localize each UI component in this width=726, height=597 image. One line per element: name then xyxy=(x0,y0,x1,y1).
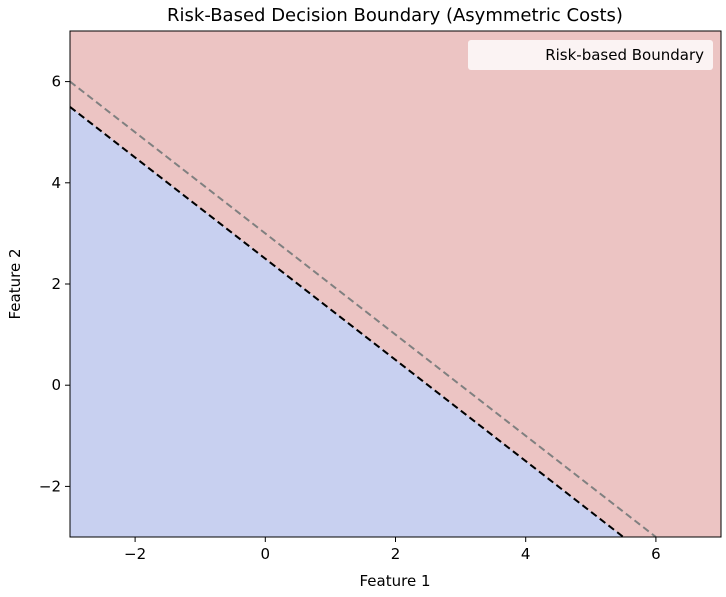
series-line-risk-boundary xyxy=(69,106,624,538)
ticks: −2 0 2 4 6 −2 0 2 4 6 xyxy=(39,73,661,563)
y-axis-label: Feature 2 xyxy=(6,249,24,320)
x-tick-label: 2 xyxy=(391,545,401,563)
y-tick-label: 4 xyxy=(51,174,61,192)
legend-box xyxy=(468,40,713,70)
y-tick-label: −2 xyxy=(39,477,61,495)
x-tick-label: 6 xyxy=(651,545,661,563)
x-tick-label: 0 xyxy=(261,545,271,563)
y-tick-label: 0 xyxy=(51,376,61,394)
legend: Risk-based Boundary xyxy=(468,40,713,70)
x-axis-label: Feature 1 xyxy=(360,572,431,590)
plot-area xyxy=(69,31,721,538)
y-tick-label: 2 xyxy=(51,275,61,293)
x-tick-label: 4 xyxy=(521,545,531,563)
x-tick-label: −2 xyxy=(124,545,146,563)
legend-entry-label: Risk-based Boundary xyxy=(545,46,704,64)
region-below-boundary xyxy=(70,106,624,538)
series-line-reference-boundary xyxy=(69,80,657,538)
chart-title: Risk-Based Decision Boundary (Asymmetric… xyxy=(167,5,623,26)
y-tick-label: 6 xyxy=(51,73,61,91)
